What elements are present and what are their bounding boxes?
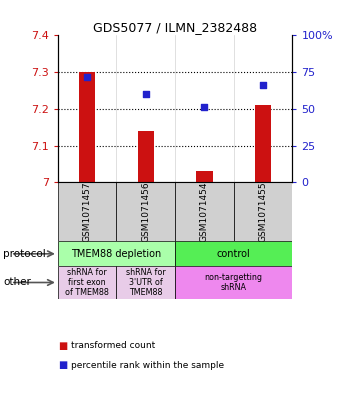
Text: GSM1071454: GSM1071454	[200, 182, 209, 242]
Text: non-targetting
shRNA: non-targetting shRNA	[205, 273, 263, 292]
Text: GSM1071457: GSM1071457	[83, 182, 91, 242]
Bar	[138, 131, 154, 182]
Bar	[116, 266, 175, 299]
Title: GDS5077 / ILMN_2382488: GDS5077 / ILMN_2382488	[93, 21, 257, 34]
Text: TMEM88 depletion: TMEM88 depletion	[71, 249, 162, 259]
Bar	[58, 182, 116, 241]
Bar	[234, 182, 292, 241]
Bar	[175, 182, 234, 241]
Bar	[58, 266, 116, 299]
Text: shRNA for
first exon
of TMEM88: shRNA for first exon of TMEM88	[65, 268, 109, 298]
Bar	[175, 266, 292, 299]
Bar	[175, 241, 292, 266]
Point	[202, 104, 207, 110]
Text: GSM1071456: GSM1071456	[141, 182, 150, 242]
Bar	[255, 105, 271, 182]
Point	[143, 91, 149, 97]
Bar	[79, 72, 95, 182]
Text: percentile rank within the sample: percentile rank within the sample	[71, 361, 224, 370]
Text: protocol: protocol	[3, 249, 46, 259]
Text: GSM1071455: GSM1071455	[259, 182, 268, 242]
Point	[84, 73, 90, 80]
Bar	[196, 171, 212, 182]
Bar	[58, 241, 175, 266]
Text: ■: ■	[58, 360, 67, 371]
Text: shRNA for
3'UTR of
TMEM88: shRNA for 3'UTR of TMEM88	[126, 268, 166, 298]
Text: control: control	[217, 249, 251, 259]
Text: ■: ■	[58, 341, 67, 351]
Text: transformed count: transformed count	[71, 342, 156, 350]
Bar	[116, 182, 175, 241]
Point	[260, 82, 266, 88]
Text: other: other	[3, 277, 31, 288]
